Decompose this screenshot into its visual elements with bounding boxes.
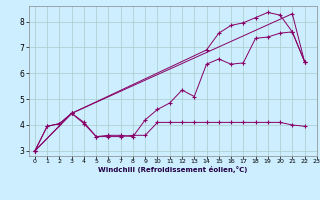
X-axis label: Windchill (Refroidissement éolien,°C): Windchill (Refroidissement éolien,°C) [98, 166, 247, 173]
